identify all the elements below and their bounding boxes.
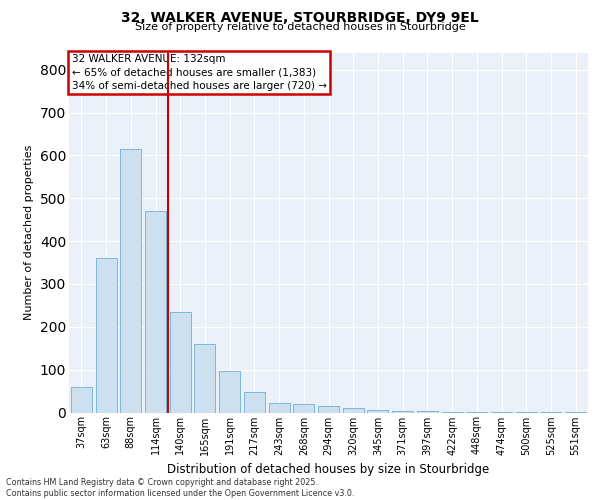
Y-axis label: Number of detached properties: Number of detached properties <box>24 145 34 320</box>
Text: Contains HM Land Registry data © Crown copyright and database right 2025.
Contai: Contains HM Land Registry data © Crown c… <box>6 478 355 498</box>
Bar <box>145 211 166 412</box>
Bar <box>417 411 438 412</box>
Bar <box>170 312 191 412</box>
Bar <box>219 370 240 412</box>
Bar <box>367 410 388 412</box>
Bar <box>244 392 265 412</box>
Text: 32 WALKER AVENUE: 132sqm
← 65% of detached houses are smaller (1,383)
34% of sem: 32 WALKER AVENUE: 132sqm ← 65% of detach… <box>71 54 326 90</box>
Bar <box>318 406 339 412</box>
Bar <box>269 403 290 412</box>
Bar <box>343 408 364 412</box>
Bar <box>293 404 314 412</box>
Bar <box>392 411 413 412</box>
Bar <box>120 149 141 412</box>
X-axis label: Distribution of detached houses by size in Stourbridge: Distribution of detached houses by size … <box>167 463 490 476</box>
Bar <box>95 258 116 412</box>
Text: 32, WALKER AVENUE, STOURBRIDGE, DY9 9EL: 32, WALKER AVENUE, STOURBRIDGE, DY9 9EL <box>121 11 479 25</box>
Bar <box>194 344 215 412</box>
Bar <box>71 387 92 412</box>
Text: Size of property relative to detached houses in Stourbridge: Size of property relative to detached ho… <box>134 22 466 32</box>
